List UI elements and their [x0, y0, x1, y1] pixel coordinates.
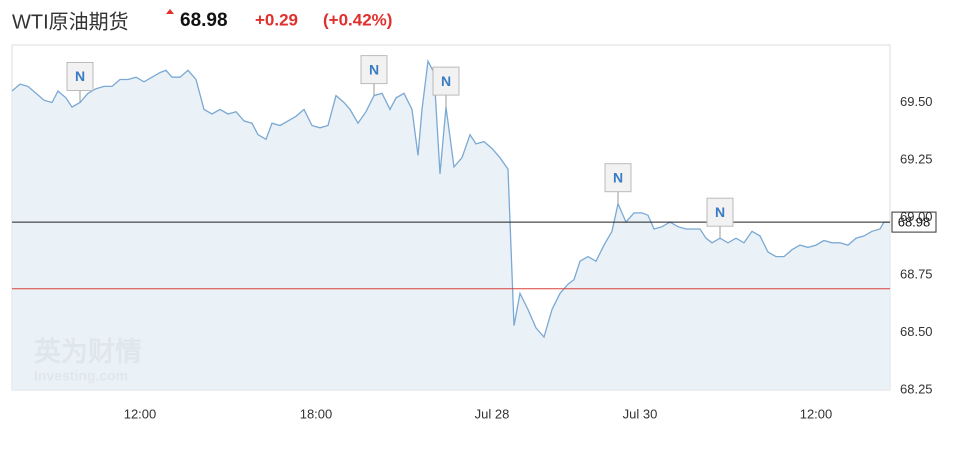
- x-tick-label: 12:00: [124, 406, 157, 421]
- area-fill: [12, 61, 890, 390]
- price: 68.98: [180, 10, 228, 31]
- y-tick-label: 69.25: [900, 151, 933, 166]
- up-icon: [166, 9, 174, 14]
- y-tick-label: 69.00: [900, 209, 933, 224]
- x-tick-label: Jul 28: [475, 406, 510, 421]
- news-label: N: [369, 61, 379, 77]
- price-box: [891, 211, 937, 233]
- x-tick-label: 18:00: [300, 406, 333, 421]
- chart-title: WTI原油期货: [12, 10, 129, 33]
- news-box: [360, 55, 388, 85]
- y-tick-label: 69.50: [900, 94, 933, 109]
- news-box: [432, 66, 460, 96]
- y-tick-label: 68.75: [900, 266, 933, 281]
- news-label: N: [441, 73, 451, 89]
- news-label: N: [715, 204, 725, 220]
- news-box: [66, 62, 94, 91]
- x-tick-label: Jul 30: [623, 406, 658, 421]
- price-line: [11, 58, 890, 339]
- x-tick-label: 12:00: [800, 406, 833, 421]
- news-box: [604, 163, 632, 193]
- news-box: [706, 197, 734, 227]
- change: +0.29: [255, 10, 298, 29]
- news-label: N: [75, 68, 85, 84]
- news-label: N: [613, 169, 623, 185]
- change-percent: (+0.42%): [323, 10, 392, 29]
- y-tick-label: 68.50: [900, 324, 933, 339]
- price-box-label: 68.98: [898, 215, 931, 230]
- y-tick-label: 68.25: [900, 381, 933, 396]
